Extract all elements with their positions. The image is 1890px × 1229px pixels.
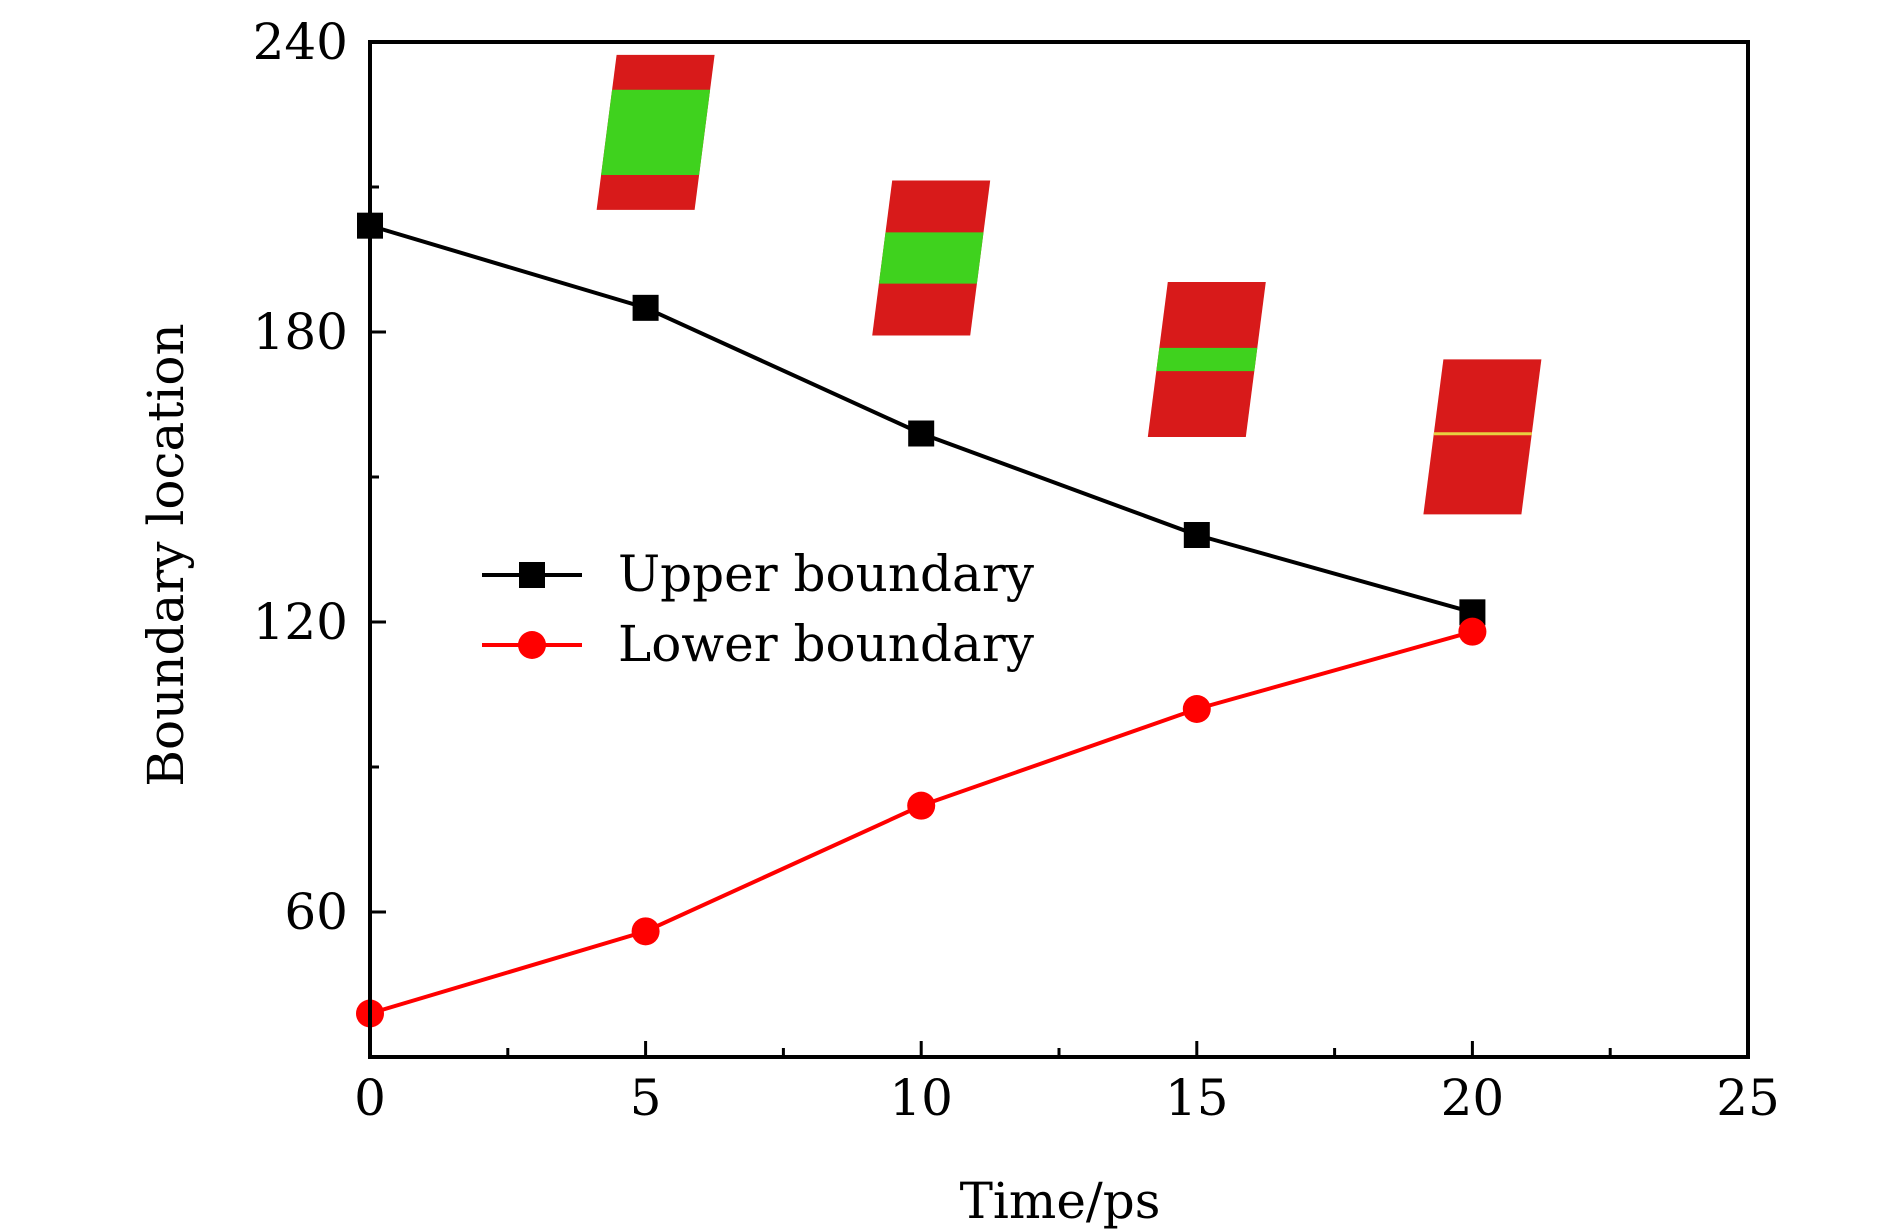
axis-ticks — [368, 40, 1750, 1059]
legend: Upper boundary Lower boundary — [482, 545, 1035, 673]
snapshot-red-slab — [1423, 359, 1542, 515]
x-tick-label: 0 — [354, 1069, 386, 1127]
x-tick-label: 15 — [1165, 1069, 1229, 1127]
snapshot-green-band — [1156, 347, 1258, 372]
upper-boundary-point — [632, 294, 659, 321]
lower-boundary-point — [631, 917, 660, 946]
x-tick-label: 10 — [889, 1069, 953, 1127]
snapshot-green-band — [878, 232, 984, 284]
snapshot-inset — [1147, 282, 1266, 437]
upper-boundary-point — [1183, 522, 1210, 548]
legend-upper-label: Upper boundary — [618, 545, 1035, 603]
snapshot-inset — [872, 180, 991, 336]
legend-lower-marker — [518, 631, 546, 659]
y-axis-title: Boundary location — [137, 323, 195, 786]
y-tick-label: 60 — [284, 883, 348, 941]
x-tick-label: 20 — [1441, 1069, 1505, 1127]
lower-boundary-point — [1182, 695, 1211, 723]
lower-boundary-line — [369, 629, 1473, 1016]
lower-boundary-point — [907, 791, 936, 820]
legend-lower-label: Lower boundary — [618, 615, 1035, 673]
snapshot-inset — [1423, 359, 1542, 515]
legend-upper-marker — [519, 562, 545, 588]
y-tick-label: 240 — [253, 13, 348, 71]
snapshot-inset — [596, 54, 715, 210]
y-tick-label: 180 — [253, 303, 348, 361]
snapshot-insets — [596, 54, 1542, 515]
x-tick-label: 25 — [1716, 1069, 1780, 1127]
y-tick-label: 120 — [253, 593, 348, 651]
x-axis-title: Time/ps — [960, 1172, 1161, 1229]
upper-boundary-point — [908, 420, 935, 447]
snapshot-green-band — [601, 89, 711, 175]
plot-frame — [368, 40, 1750, 1059]
tick-labels: 0 5 10 15 20 25 60 120 180 240 — [253, 13, 1780, 1127]
lower-boundary-point — [1458, 617, 1487, 646]
x-tick-label: 5 — [630, 1069, 662, 1127]
series-layer — [356, 212, 1487, 1028]
